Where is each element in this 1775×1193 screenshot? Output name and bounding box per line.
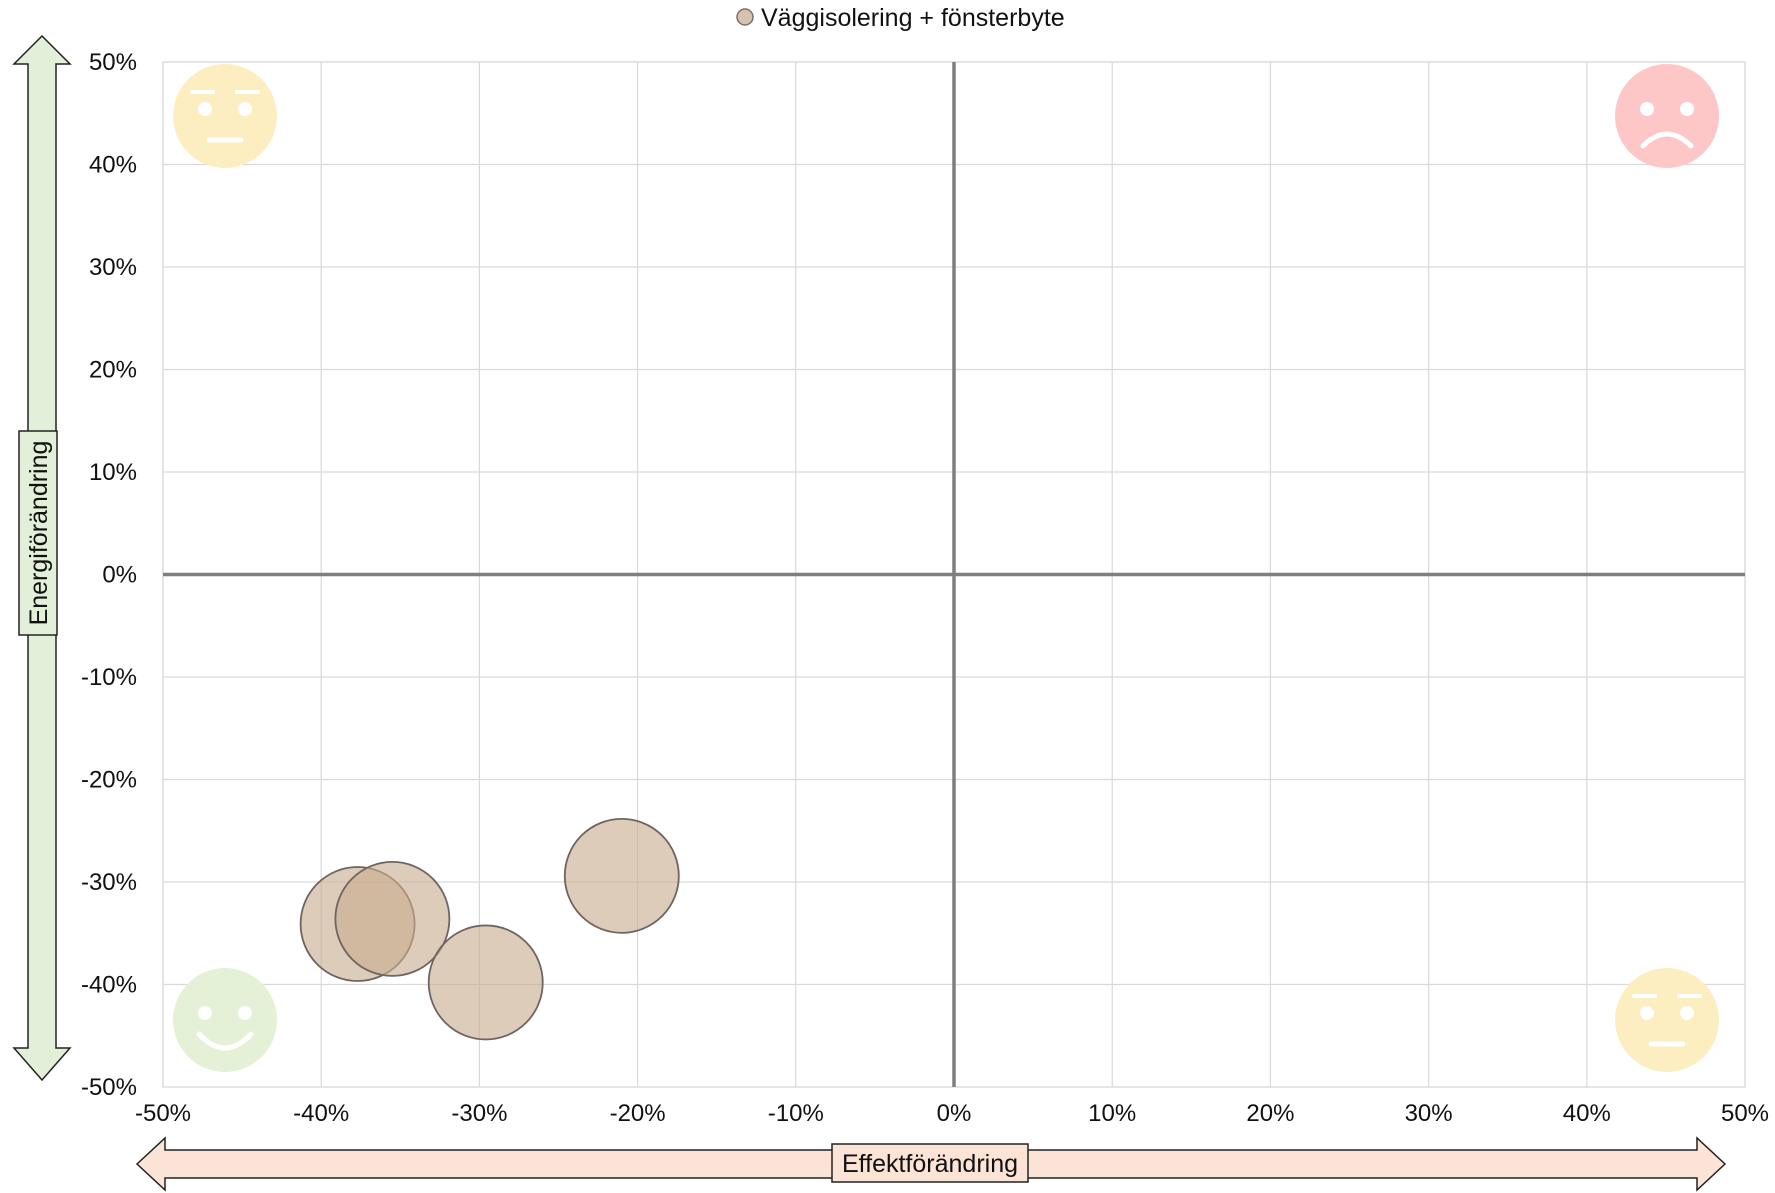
- x-tick-label: -50%: [135, 1100, 191, 1127]
- x-tick-label: -10%: [768, 1100, 824, 1127]
- zero-axes: [163, 62, 1745, 1087]
- y-tick-label: 40%: [89, 152, 137, 179]
- x-axis-title-box: [831, 1143, 1029, 1183]
- x-axis-arrow: Effektförändring: [135, 1136, 1727, 1192]
- face-eye: [198, 1006, 212, 1020]
- y-axis-title: Energiförändring: [25, 441, 53, 626]
- x-tick-label: 30%: [1405, 1100, 1453, 1127]
- x-tick-label: 10%: [1088, 1100, 1136, 1127]
- happy-face-icon: [173, 968, 277, 1072]
- face-eye: [238, 102, 252, 116]
- legend: Väggisolering + fönsterbyte: [736, 4, 1065, 32]
- face-eye: [238, 1006, 252, 1020]
- x-tick-label: 0%: [937, 1100, 972, 1127]
- y-tick-label: 0%: [102, 562, 137, 589]
- x-tick-label: 40%: [1563, 1100, 1611, 1127]
- face-mouth: [1640, 131, 1694, 149]
- y-tick-label: 30%: [89, 254, 137, 281]
- y-tick-label: 10%: [89, 459, 137, 486]
- face-eye: [198, 102, 212, 116]
- x-tick-label: -40%: [293, 1100, 349, 1127]
- face-circle: [173, 64, 277, 168]
- y-axis-arrow: Energiförändring: [12, 34, 72, 1082]
- neutral-face-icon: [173, 64, 277, 168]
- face-eye: [1680, 1006, 1694, 1020]
- bubble-point: [427, 924, 544, 1041]
- y-tick-label: -10%: [81, 664, 137, 691]
- x-tick-label: -30%: [451, 1100, 507, 1127]
- y-tick-label: 20%: [89, 357, 137, 384]
- face-eye: [1680, 102, 1694, 116]
- sad-face-icon: [1615, 64, 1719, 168]
- y-tick-label: 50%: [89, 49, 137, 76]
- face-circle: [173, 968, 277, 1072]
- y-tick-label: -30%: [81, 869, 137, 896]
- face-circle: [1615, 64, 1719, 168]
- face-eye: [1640, 102, 1654, 116]
- x-axis-title: Effektförändring: [842, 1150, 1018, 1178]
- bubble-point: [334, 861, 451, 977]
- y-tick-label: -20%: [81, 767, 137, 794]
- legend-label: Väggisolering + fönsterbyte: [761, 4, 1065, 32]
- bubble-series: [299, 817, 680, 1041]
- x-tick-label: 20%: [1246, 1100, 1294, 1127]
- quadrant-icons: [173, 64, 1719, 1072]
- y-axis-title-box: [18, 430, 58, 636]
- face-eye: [1640, 1006, 1654, 1020]
- y-tick-label: -40%: [81, 972, 137, 999]
- neutral-face-icon: [1615, 968, 1719, 1072]
- legend-marker: [736, 8, 754, 26]
- tick-labels: -50% -40% -30% -20% -10% 0% 10% 20% 30% 40% 50% 50%…: [81, 49, 1769, 1127]
- face-circle: [1615, 968, 1719, 1072]
- face-mouth: [196, 1031, 254, 1051]
- x-tick-label: -20%: [610, 1100, 666, 1127]
- y-tick-label: -50%: [81, 1074, 137, 1101]
- x-tick-label: 50%: [1721, 1100, 1769, 1127]
- bubble-point: [563, 817, 680, 934]
